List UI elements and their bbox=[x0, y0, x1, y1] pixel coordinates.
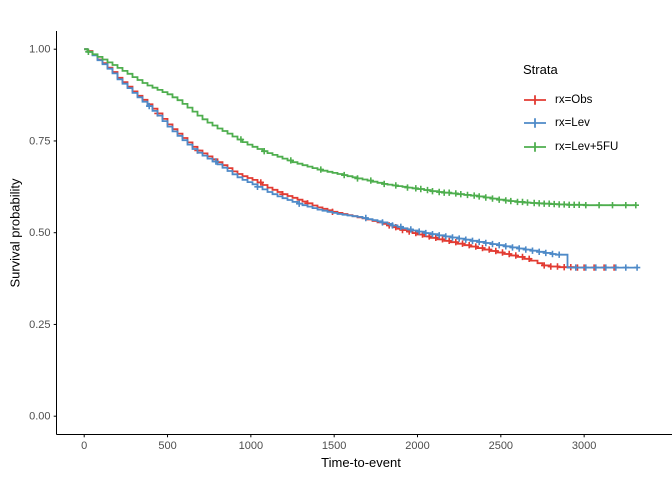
legend-key-line-cross-icon bbox=[524, 94, 546, 105]
legend-key-line-cross-icon bbox=[524, 118, 546, 129]
y-tick-label: 0.25 bbox=[29, 319, 50, 331]
legend-item-rx=Lev+5FU: rx=Lev+5FU bbox=[523, 135, 618, 159]
y-tick-label: 0.00 bbox=[29, 411, 50, 423]
legend-label: rx=Lev+5FU bbox=[555, 140, 619, 153]
x-tick-label: 2500 bbox=[489, 440, 513, 452]
y-tick-label: 1.00 bbox=[29, 44, 50, 56]
legend-title: Strata bbox=[523, 62, 558, 77]
x-tick-label: 3000 bbox=[572, 440, 596, 452]
legend: Strata rx=Obs rx=Lev rx=Lev+5FU bbox=[523, 62, 618, 159]
x-axis-title: Time-to-event bbox=[321, 455, 401, 470]
legend-item-rx=Lev: rx=Lev bbox=[523, 112, 618, 136]
censor-marks-rx=Lev+5FU bbox=[85, 48, 639, 209]
y-tick-label: 0.75 bbox=[29, 135, 50, 147]
legend-key-line-cross-icon bbox=[524, 141, 546, 152]
legend-items: rx=Obs rx=Lev rx=Lev+5FU bbox=[523, 88, 618, 159]
y-axis-title: Survival probability bbox=[7, 178, 23, 288]
survival-curve-rx=Lev bbox=[84, 48, 638, 269]
y-tick-label: 0.50 bbox=[29, 227, 50, 239]
x-tick-label: 500 bbox=[158, 440, 176, 452]
x-tick-label: 1000 bbox=[239, 440, 263, 452]
x-tick-label: 1500 bbox=[322, 440, 346, 452]
legend-item-rx=Obs: rx=Obs bbox=[523, 88, 618, 112]
censor-marks-rx=Lev bbox=[146, 102, 641, 271]
legend-label: rx=Obs bbox=[555, 93, 593, 106]
x-tick-label: 0 bbox=[81, 440, 87, 452]
x-tick-label: 2000 bbox=[405, 440, 429, 452]
legend-label: rx=Lev bbox=[555, 117, 590, 130]
